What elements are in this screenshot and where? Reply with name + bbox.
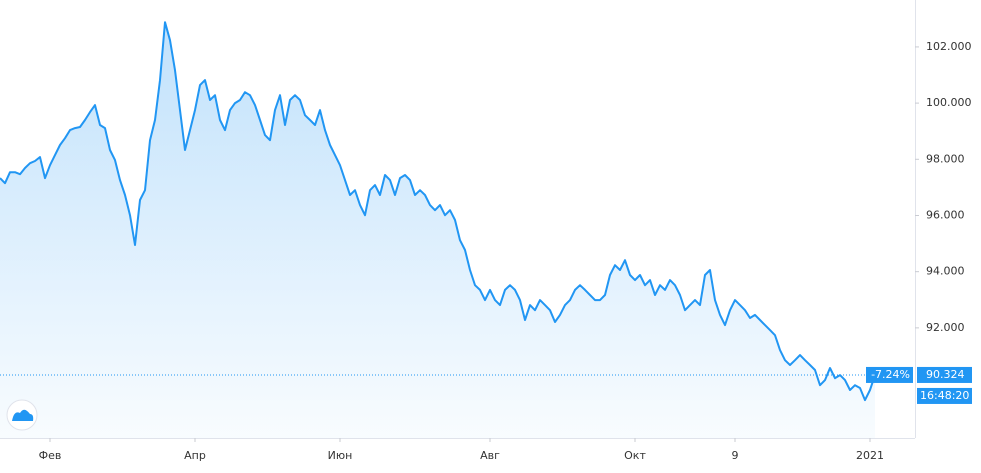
x-tick-label: Фев: [39, 449, 62, 462]
y-tick-label: 94.000: [926, 265, 965, 278]
x-tick-label: Июн: [328, 449, 353, 462]
x-tick-label: Окт: [624, 449, 646, 462]
price-line: [0, 21, 876, 402]
y-tick-label: 96.000: [926, 208, 965, 221]
price-box: [917, 366, 972, 383]
logo: [6, 399, 38, 431]
x-tick-label: Апр: [184, 449, 206, 462]
change-box: [866, 366, 913, 383]
x-tick-label: Авг: [480, 449, 500, 462]
y-tick-label: 100.000: [926, 96, 972, 109]
area-fill: [0, 22, 875, 438]
y-tick-label: 102.000: [926, 40, 972, 53]
time-box: [917, 387, 972, 404]
y-tick-label: 98.000: [926, 152, 965, 165]
price-label: 90.324: [926, 368, 965, 381]
time-label: 16:48:20: [920, 389, 969, 402]
x-tick-label: 9: [732, 449, 739, 462]
y-tick-label: 92.000: [926, 321, 965, 334]
change-label: -7.24%: [871, 368, 910, 381]
x-tick-label: 2021: [856, 449, 884, 462]
